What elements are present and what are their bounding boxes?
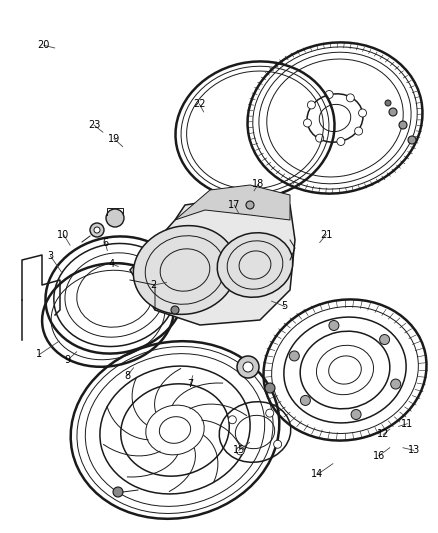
Circle shape <box>355 127 363 135</box>
Text: 6: 6 <box>102 238 108 247</box>
Text: 3: 3 <box>47 251 53 261</box>
Text: 10: 10 <box>57 230 70 239</box>
Text: 9: 9 <box>65 355 71 365</box>
Circle shape <box>316 134 324 142</box>
Text: 18: 18 <box>252 179 265 189</box>
Circle shape <box>236 447 244 455</box>
Circle shape <box>351 409 361 419</box>
Circle shape <box>113 487 123 497</box>
Text: 8: 8 <box>124 371 130 381</box>
Ellipse shape <box>133 225 237 314</box>
Text: 5: 5 <box>282 302 288 311</box>
Circle shape <box>243 362 253 372</box>
Circle shape <box>246 201 254 209</box>
Text: 21: 21 <box>320 230 332 239</box>
Text: 13: 13 <box>408 446 420 455</box>
Circle shape <box>380 335 390 344</box>
Text: 1: 1 <box>36 350 42 359</box>
Circle shape <box>94 227 100 233</box>
Circle shape <box>307 101 315 109</box>
Text: 16: 16 <box>373 451 385 461</box>
Circle shape <box>290 351 299 361</box>
Circle shape <box>228 416 237 424</box>
Text: 4: 4 <box>109 259 115 269</box>
Text: 22: 22 <box>193 99 205 109</box>
Text: 20: 20 <box>38 41 50 50</box>
Circle shape <box>346 94 354 102</box>
Ellipse shape <box>217 233 293 297</box>
Text: 7: 7 <box>187 379 194 389</box>
Polygon shape <box>130 195 295 325</box>
Circle shape <box>385 100 391 106</box>
Text: 19: 19 <box>108 134 120 143</box>
Circle shape <box>300 395 311 406</box>
Circle shape <box>304 119 311 127</box>
Circle shape <box>329 320 339 330</box>
Circle shape <box>90 223 104 237</box>
Circle shape <box>266 409 274 417</box>
Circle shape <box>325 91 333 99</box>
Text: 2: 2 <box>150 280 156 290</box>
Circle shape <box>399 121 407 129</box>
Circle shape <box>389 108 397 116</box>
Text: 12: 12 <box>377 430 389 439</box>
Circle shape <box>359 109 367 117</box>
Polygon shape <box>175 185 290 220</box>
Circle shape <box>265 383 275 393</box>
Circle shape <box>337 138 345 146</box>
Circle shape <box>106 209 124 227</box>
Circle shape <box>274 440 282 448</box>
Circle shape <box>408 136 416 144</box>
Text: 23: 23 <box>88 120 100 130</box>
Text: 17: 17 <box>228 200 240 210</box>
Text: 11: 11 <box>401 419 413 429</box>
Circle shape <box>391 379 401 389</box>
Text: 15: 15 <box>233 446 245 455</box>
Circle shape <box>171 306 179 314</box>
Circle shape <box>237 356 259 378</box>
Text: 14: 14 <box>311 470 324 479</box>
